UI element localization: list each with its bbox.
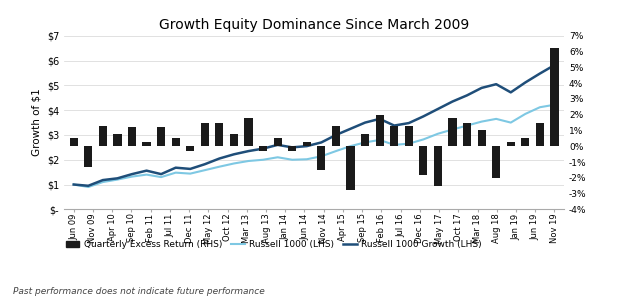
Bar: [244, 118, 253, 146]
Bar: [478, 130, 486, 146]
Title: Growth Equity Dominance Since March 2009: Growth Equity Dominance Since March 2009: [159, 18, 469, 32]
Bar: [463, 123, 471, 146]
Bar: [536, 123, 544, 146]
Bar: [390, 126, 398, 146]
Bar: [492, 146, 500, 178]
Bar: [157, 127, 165, 146]
Bar: [521, 138, 529, 146]
Bar: [303, 141, 311, 146]
Text: Past performance does not indicate future performance: Past performance does not indicate futur…: [13, 287, 265, 296]
Bar: [288, 146, 296, 151]
Bar: [142, 141, 151, 146]
Bar: [172, 138, 179, 146]
Bar: [317, 146, 326, 170]
Bar: [215, 123, 224, 146]
Bar: [332, 126, 340, 146]
Bar: [419, 146, 428, 175]
Bar: [84, 146, 92, 167]
Bar: [551, 48, 558, 146]
Y-axis label: Growth of $1: Growth of $1: [31, 89, 41, 156]
Bar: [99, 126, 107, 146]
Bar: [113, 134, 122, 146]
Bar: [449, 118, 456, 146]
Bar: [506, 141, 515, 146]
Bar: [361, 134, 369, 146]
Bar: [434, 146, 442, 186]
Bar: [404, 126, 413, 146]
Bar: [201, 123, 209, 146]
Bar: [186, 146, 194, 151]
Bar: [230, 134, 238, 146]
Legend: Quarterly Excess Return (RHS), Russell 1000 (LHS), Russell 1000 Growth (LHS): Quarterly Excess Return (RHS), Russell 1…: [62, 237, 486, 253]
Bar: [70, 138, 78, 146]
Bar: [376, 115, 384, 146]
Bar: [274, 138, 282, 146]
Bar: [259, 146, 267, 151]
Bar: [346, 146, 354, 190]
Bar: [128, 127, 136, 146]
